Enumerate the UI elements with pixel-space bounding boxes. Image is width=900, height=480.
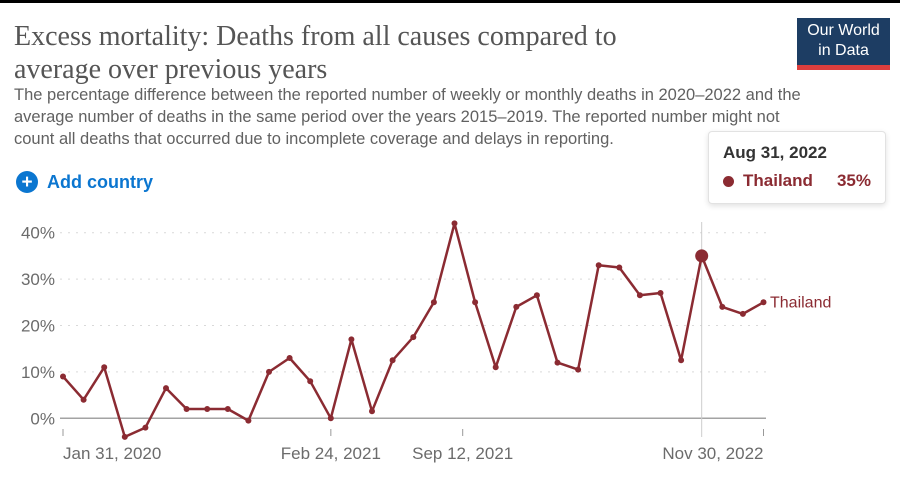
data-point[interactable]: [348, 336, 355, 343]
data-point[interactable]: [142, 424, 149, 431]
y-axis-label: 30%: [21, 270, 55, 289]
plus-circle-icon: +: [16, 171, 38, 193]
data-point[interactable]: [719, 303, 726, 310]
chart-subtitle-line3: count all deaths that occurred due to in…: [14, 130, 614, 148]
data-point[interactable]: [389, 357, 396, 364]
data-point[interactable]: [513, 303, 520, 310]
series-line: [61, 222, 765, 439]
series-end-label: Thailand: [770, 294, 831, 311]
data-point[interactable]: [80, 396, 87, 403]
data-point[interactable]: [430, 299, 437, 306]
owid-logo[interactable]: Our World in Data: [797, 18, 890, 70]
tooltip-series-row: Thailand 35%: [723, 171, 871, 191]
series-color-dot-icon: [723, 175, 734, 187]
y-axis-label: 40%: [21, 224, 55, 243]
x-axis-label: Jan 31, 2020: [63, 444, 161, 463]
chart-title: Excess mortality: Deaths from all causes…: [14, 20, 617, 86]
data-point[interactable]: [451, 220, 458, 227]
data-point[interactable]: [163, 385, 169, 392]
data-point[interactable]: [616, 264, 623, 271]
data-point[interactable]: [678, 357, 685, 364]
data-point[interactable]: [533, 292, 540, 299]
data-point[interactable]: [183, 406, 190, 412]
x-axis-label: Feb 24, 2021: [281, 444, 381, 463]
add-country-button[interactable]: + Add country: [16, 171, 153, 193]
data-point[interactable]: [657, 290, 664, 296]
data-point[interactable]: [307, 378, 314, 385]
y-axis-label: 10%: [21, 363, 55, 382]
chart-subtitle: The percentage difference between the re…: [14, 84, 801, 150]
data-point[interactable]: [472, 299, 479, 306]
owid-logo-line2: in Data: [818, 42, 869, 59]
chart-title-line1: Excess mortality: Deaths from all causes…: [14, 21, 617, 52]
x-axis-label: Nov 30, 2022: [662, 444, 763, 463]
data-point[interactable]: [575, 366, 582, 373]
data-point[interactable]: [554, 359, 561, 366]
top-border-bar: [0, 0, 900, 3]
data-point[interactable]: [327, 415, 334, 422]
highlight-point[interactable]: [695, 249, 709, 263]
data-point[interactable]: [492, 364, 499, 371]
chart-title-line2: average over previous years: [14, 54, 328, 85]
hover-tooltip: Aug 31, 2022 Thailand 35%: [708, 131, 886, 204]
y-axis-label: 0%: [30, 409, 55, 428]
chart-subtitle-line1: The percentage difference between the re…: [14, 86, 801, 104]
tooltip-series-value: 35%: [836, 171, 871, 190]
y-axis-label: 20%: [21, 317, 55, 336]
data-point[interactable]: [266, 368, 272, 375]
chart-subtitle-line2: average number of deaths in the same per…: [14, 108, 780, 126]
data-point[interactable]: [286, 355, 293, 361]
data-point[interactable]: [245, 417, 252, 424]
data-point[interactable]: [60, 373, 66, 380]
data-point[interactable]: [121, 433, 128, 440]
data-point[interactable]: [369, 408, 375, 415]
data-point[interactable]: [739, 310, 746, 317]
data-point[interactable]: [224, 406, 231, 412]
tooltip-series-name: Thailand: [743, 171, 813, 190]
add-country-label: Add country: [47, 171, 153, 192]
tooltip-date: Aug 31, 2022: [723, 143, 827, 162]
data-point[interactable]: [595, 262, 602, 269]
owid-logo-line1: Our World: [807, 22, 880, 39]
x-axis-label: Sep 12, 2021: [412, 444, 513, 463]
data-point[interactable]: [760, 299, 767, 306]
data-point[interactable]: [636, 292, 643, 299]
data-point[interactable]: [101, 364, 108, 371]
data-point[interactable]: [204, 406, 211, 412]
data-point[interactable]: [410, 334, 417, 341]
